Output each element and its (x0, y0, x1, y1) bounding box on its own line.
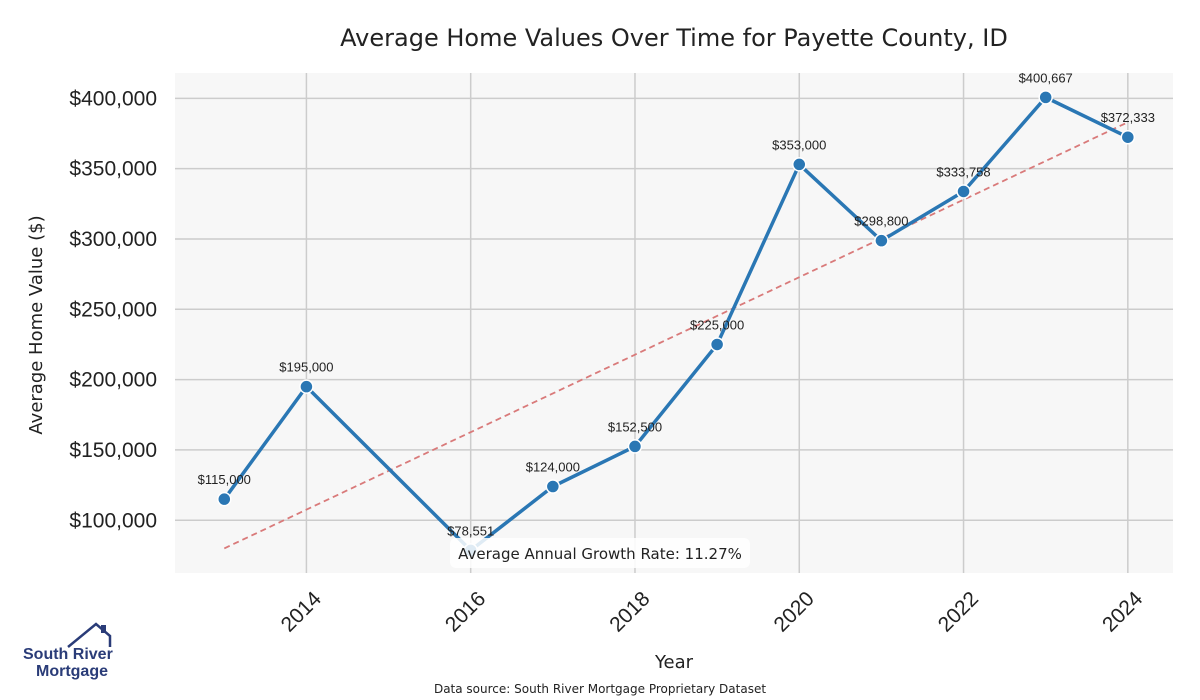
grid-lines (175, 73, 1173, 573)
y-tick-label: $250,000 (69, 298, 157, 321)
y-tick-label: $100,000 (69, 509, 157, 532)
x-tick-label: 2018 (605, 587, 654, 636)
x-axis-label: Year (654, 652, 694, 673)
x-tick-label: 2020 (770, 587, 819, 636)
logo-line2: Mortgage (36, 663, 108, 680)
data-label: $195,000 (279, 360, 333, 375)
data-point (627, 439, 643, 454)
data-source: Data source: South River Mortgage Propri… (434, 682, 766, 696)
plot-area (175, 73, 1173, 573)
data-label: $225,000 (690, 317, 744, 332)
trend-line (223, 121, 1129, 550)
data-label: $353,000 (772, 137, 826, 152)
growth-rate-annotation: Average Annual Growth Rate: 11.27% (458, 545, 742, 563)
data-point (217, 491, 232, 507)
data-label: $78,551 (447, 523, 494, 538)
x-ticks: 2014 2016 2018 2020 2022 2024 (277, 587, 1148, 637)
data-point (874, 233, 889, 248)
annotation-box (450, 538, 750, 568)
data-point (1038, 90, 1053, 105)
data-point (709, 337, 725, 352)
y-tick-label: $150,000 (69, 439, 157, 462)
data-point (299, 379, 314, 394)
x-tick-label: 2022 (934, 587, 983, 636)
y-axis-label: Average Home Value ($) (26, 215, 47, 434)
data-label: $298,800 (854, 214, 908, 229)
data-point (545, 479, 561, 494)
data-labels: $115,000 $195,000 $78,551 $124,000 $152,500 $… (198, 70, 1155, 538)
y-tick-label: $200,000 (69, 369, 157, 392)
x-tick-label: 2024 (1098, 587, 1148, 637)
south-river-logo: South River Mortgage (23, 622, 113, 680)
data-label: $115,000 (198, 472, 251, 487)
y-tick-label: $400,000 (69, 87, 157, 110)
data-point (1120, 129, 1136, 145)
y-tick-label: $350,000 (69, 158, 157, 181)
data-point (792, 157, 807, 172)
x-tick-label: 2014 (277, 587, 327, 637)
y-ticks: $100,000 $150,000 $200,000 $250,000 $300,000… (69, 87, 157, 532)
data-label: $152,500 (608, 419, 662, 434)
data-label: $372,333 (1101, 110, 1155, 125)
chart-title: Average Home Values Over Time for Payett… (340, 24, 1008, 52)
chimney-icon (101, 625, 106, 633)
data-point (956, 184, 971, 199)
data-label: $400,667 (1019, 70, 1073, 85)
data-label: $333,758 (936, 164, 990, 179)
y-tick-label: $300,000 (69, 228, 157, 251)
data-label: $124,000 (526, 460, 580, 475)
logo-line1: South River (23, 646, 113, 663)
x-tick-label: 2016 (441, 587, 490, 636)
